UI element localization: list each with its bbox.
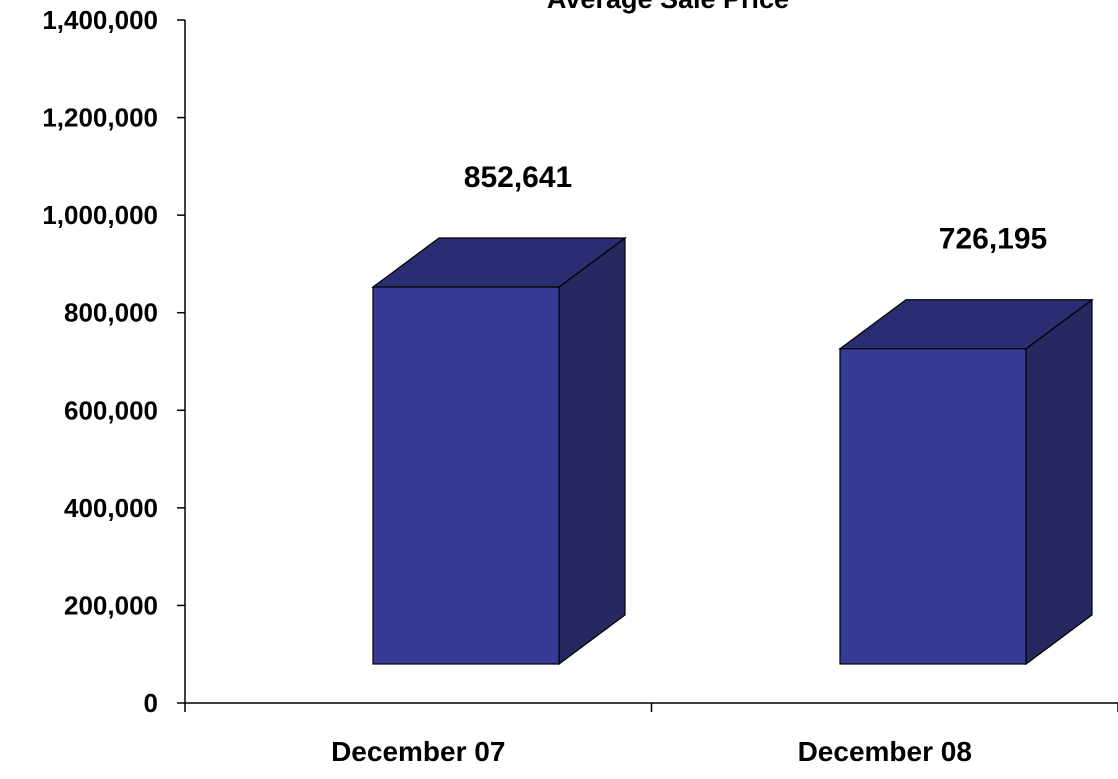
bar-front-face — [372, 286, 560, 665]
bar — [371, 236, 627, 666]
y-tick-label: 200,000 — [64, 590, 158, 620]
y-tick-label: 400,000 — [64, 493, 158, 523]
bar-side-face — [1025, 298, 1093, 666]
bar — [838, 298, 1094, 666]
bar-front-face — [839, 348, 1027, 665]
y-tick-label: 600,000 — [64, 395, 158, 425]
bar-value-label: 726,195 — [939, 223, 1047, 256]
y-tick-label: 1,200,000 — [42, 103, 158, 133]
x-category-label: December 07 — [331, 736, 505, 767]
y-tick-label: 1,400,000 — [42, 5, 158, 35]
labels: 0 200,000 400,000 600,000 800,000 1,000,000 1,… — [42, 5, 1047, 767]
bar-side-face — [558, 236, 626, 666]
bars — [371, 236, 1094, 666]
x-category-label: December 08 — [798, 736, 972, 767]
chart-title: Average Sale Price — [547, 0, 789, 14]
y-tick-label: 800,000 — [64, 298, 158, 328]
y-tick-label: 1,000,000 — [42, 200, 158, 230]
bar-value-label: 852,641 — [464, 161, 572, 194]
axes — [177, 19, 1118, 712]
y-tick-label: 0 — [144, 688, 158, 718]
